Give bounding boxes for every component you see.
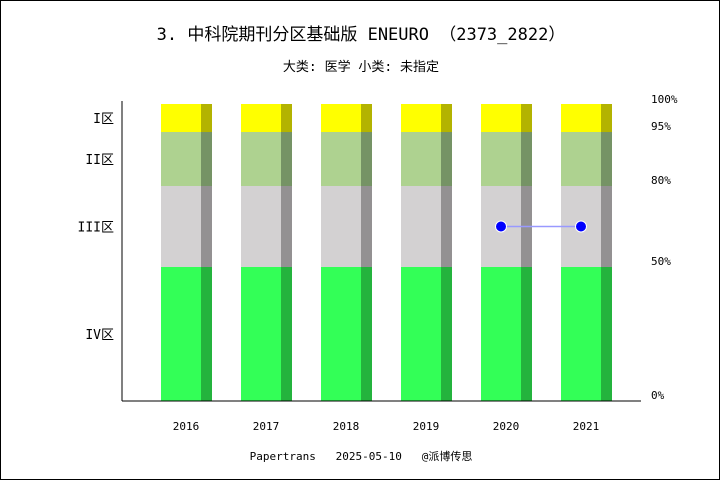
right-tick-label: 100% <box>651 93 678 106</box>
bar-segment <box>321 186 361 267</box>
bar-segment-shade <box>521 132 532 186</box>
footer: Papertrans 2025-05-10 @派博传思 <box>250 450 473 463</box>
band-label: III区 <box>78 221 114 236</box>
bar-segment-shade <box>441 132 452 186</box>
bar-segment-shade <box>521 267 532 401</box>
band-label: IV区 <box>85 328 114 343</box>
bar-segment <box>241 186 281 267</box>
bar-segment-shade <box>281 186 292 267</box>
bar-segment <box>401 267 441 401</box>
x-tick-label: 2019 <box>413 420 440 433</box>
right-tick-label: 0% <box>651 389 665 402</box>
right-tick-label: 80% <box>651 174 671 187</box>
bar-segment-shade <box>601 267 612 401</box>
bar-segment <box>401 132 441 186</box>
band-label: I区 <box>93 112 114 127</box>
bar-segment <box>561 267 601 401</box>
bar-segment <box>321 267 361 401</box>
right-tick-label: 95% <box>651 120 671 133</box>
bar-segment-shade <box>521 104 532 132</box>
bar-segment-shade <box>361 267 372 401</box>
bar-segment <box>401 186 441 267</box>
bar-segment-shade <box>601 132 612 186</box>
bar-segment <box>161 186 201 267</box>
x-tick-label: 2017 <box>253 420 280 433</box>
bar-segment <box>161 267 201 401</box>
bar-segment <box>241 104 281 132</box>
bar-segment-shade <box>361 104 372 132</box>
band-label: II区 <box>85 153 114 168</box>
chart-title: 3. 中科院期刊分区基础版 ENEURO （2373_2822） <box>157 25 566 45</box>
bar-segment-shade <box>201 104 212 132</box>
bar-segment-shade <box>361 132 372 186</box>
bar-segment <box>241 132 281 186</box>
bar-segment <box>481 267 521 401</box>
bar-segment-shade <box>281 132 292 186</box>
data-point <box>575 220 587 233</box>
bar-segment-shade <box>201 186 212 267</box>
bar-segment <box>401 104 441 132</box>
right-tick-label: 50% <box>651 255 671 268</box>
bar-segment <box>561 132 601 186</box>
x-tick-label: 2018 <box>333 420 360 433</box>
bar-segment-shade <box>201 132 212 186</box>
bar-segment <box>161 132 201 186</box>
bar-segment <box>321 104 361 132</box>
bar-segment-shade <box>601 104 612 132</box>
bar-segment <box>481 104 521 132</box>
data-point <box>495 220 507 233</box>
x-tick-label: 2020 <box>493 420 520 433</box>
bar-segment-shade <box>281 104 292 132</box>
bar-segment <box>481 132 521 186</box>
x-tick-label: 2016 <box>173 420 200 433</box>
bar-segment-shade <box>281 267 292 401</box>
x-tick-label: 2021 <box>573 420 600 433</box>
bar-segment-shade <box>441 104 452 132</box>
chart-subtitle: 大类: 医学 小类: 未指定 <box>283 59 439 75</box>
bar-segment <box>241 267 281 401</box>
bar-segment-shade <box>201 267 212 401</box>
bar-segment-shade <box>601 186 612 267</box>
bar-segment <box>561 104 601 132</box>
bar-segment-shade <box>441 186 452 267</box>
bar-segment <box>161 104 201 132</box>
bar-segment-shade <box>441 267 452 401</box>
bar-segment <box>321 132 361 186</box>
bar-segment-shade <box>361 186 372 267</box>
